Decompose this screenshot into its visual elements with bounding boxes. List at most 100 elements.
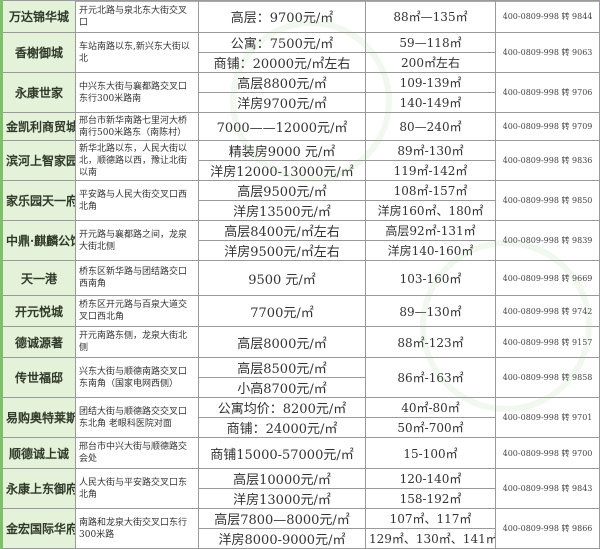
phone-number: 400-0809-998 转 9700 [495, 437, 600, 469]
project-address: 人民大街与平安路交叉口东北角 [75, 468, 199, 509]
phone-number: 400-0809-998 转 9839 [495, 220, 600, 261]
project-address: 团结大街与顺德路交交叉口东北角 老眼科医院对面 [75, 397, 199, 438]
area-range: 86㎡-163㎡ [365, 357, 496, 398]
area-range: 129㎡、130㎡、141㎡ [365, 528, 496, 549]
phone-number: 400-0809-998 转 9844 [495, 0, 600, 33]
phone-number: 400-0809-998 转 9850 [495, 180, 600, 221]
price: 高层7800—8000元/㎡ [198, 508, 366, 529]
price: 7700元/㎡ [198, 295, 366, 327]
price: 公寓均价：8200元/㎡ [198, 397, 366, 418]
area-range: 140-149㎡ [365, 92, 496, 113]
listing-row: 易购奥特莱斯 团结大街与顺德路交交叉口东北角 老眼科医院对面 公寓均价：8200元/… [0, 397, 600, 438]
area-range: 洋房160㎡、180㎡ [365, 200, 496, 221]
area-range: 119㎡-142㎡ [365, 160, 496, 181]
project-address: 桥东区开元路与百泉大道交叉口西北角 [75, 295, 199, 327]
area-range: 15-100㎡ [365, 437, 496, 469]
project-name: 永康世家 [0, 72, 76, 113]
project-name: 金宏国际华府 [0, 508, 76, 549]
listing-row: 滨河上智家园 新华北路以东，人民大街以北，顺德路以西，豫让北街以南 精装房9000 … [0, 140, 600, 181]
phone-number: 400-0809-998 转 9843 [495, 468, 600, 509]
price: 洋房8000-9000元/㎡ [198, 528, 366, 549]
project-name: 金凯利商贸城 [0, 112, 76, 141]
project-name: 滨河上智家园 [0, 140, 76, 181]
area-range: 80—240㎡ [365, 112, 496, 141]
price: 9500 元/㎡ [198, 260, 366, 296]
listing-row: 洋房9500元/㎡左右 洋房140-160㎡ [2, 240, 600, 261]
listing-row: 洋房13500元/㎡ 洋房160㎡、180㎡ [2, 200, 600, 221]
listing-row: 中鼎·麒麟公馆 开元路与襄都路之间，龙泉大街北侧 高层8400元/㎡左右 高层92㎡-… [0, 220, 600, 261]
price: 高层8400元/㎡左右 [198, 220, 366, 241]
phone-number: 400-0809-998 转 9709 [495, 112, 600, 141]
phone-number: 400-0809-998 转 9836 [495, 140, 600, 181]
area-range: 103-160㎡ [365, 260, 496, 296]
listing-row: 顺德诚上诚 邢台市中兴大街与顺德路交会处 商铺15000-57000元/㎡ 15-10… [0, 437, 600, 469]
price: 高层8500元/㎡ [198, 357, 366, 378]
price: 7000——12000元/㎡ [198, 112, 366, 141]
project-address: 邢台市中兴大街与顺德路交会处 [75, 437, 199, 469]
price: 公寓：7500元/㎡ [198, 32, 366, 53]
project-address: 平安路与人民大街交叉口西北角 [75, 180, 199, 221]
listing-row: 洋房9700元/㎡ 140-149㎡ [2, 92, 600, 113]
project-address: 邢台市新华南路七里河大桥南行500米路东（南陈村） [75, 112, 199, 141]
phone-number: 400-0809-998 转 9701 [495, 397, 600, 438]
area-range: 89㎡-130㎡ [365, 140, 496, 161]
price: 商铺：20000元/㎡左右 [198, 52, 366, 73]
price: 高层：9700元/㎡ [198, 0, 366, 33]
project-name: 顺德诚上诚 [0, 437, 76, 469]
project-address: 开元北路与泉北东大街交叉口 [75, 0, 199, 33]
listing-row: 天一港 桥东区新华路与团结路交口西南角 9500 元/㎡ 103-160㎡ 400-08… [0, 260, 600, 296]
area-range: 高层92㎡-131㎡ [365, 220, 496, 241]
project-name: 开元悦城 [0, 295, 76, 327]
project-address: 车站南路以东,新兴东大街以北 [75, 32, 199, 73]
listing-row: 传世福邸 兴东大街与顺德南路交叉口东南角（国家电网西侧） 高层8500元/㎡ 86㎡-… [0, 357, 600, 398]
listing-row: 香榭御城 车站南路以东,新兴东大街以北 公寓：7500元/㎡ 59—118㎡ 400-0… [0, 32, 600, 73]
project-address: 南路和龙泉大街交叉口东行300米路 [75, 508, 199, 549]
area-range: 59—118㎡ [365, 32, 496, 53]
area-range: 88㎡—135㎡ [365, 0, 496, 33]
area-range: 120-140㎡ [365, 468, 496, 489]
area-range: 200㎡左右 [365, 52, 496, 73]
phone-number: 400-0809-998 转 9669 [495, 260, 600, 296]
area-range: 108㎡-157㎡ [365, 180, 496, 201]
phone-number: 400-0809-998 转 9742 [495, 295, 600, 327]
project-name: 永康上东御府 [0, 468, 76, 509]
phone-number: 400-0809-998 转 9866 [495, 508, 600, 549]
price: 商铺：24000元/㎡ [198, 417, 366, 438]
area-range: 洋房140-160㎡ [365, 240, 496, 261]
project-address: 兴东大街与顺德南路交叉口东南角（国家电网西侧） [75, 357, 199, 398]
project-address: 开元路与襄都路之间，龙泉大街北侧 [75, 220, 199, 261]
phone-number: 400-0809-998 转 9858 [495, 357, 600, 398]
project-name: 中鼎·麒麟公馆 [0, 220, 76, 261]
phone-number: 400-0809-998 转 9157 [495, 326, 600, 358]
listing-row: 开元悦城 桥东区开元路与百泉大道交叉口西北角 7700元/㎡ 89—130㎡ 400-0… [0, 295, 600, 327]
listing-row: 万达锦华城 开元北路与泉北东大街交叉口 高层：9700元/㎡ 88㎡—135㎡ 400-… [0, 0, 600, 33]
price: 高层8000元/㎡ [198, 326, 366, 358]
price: 商铺15000-57000元/㎡ [198, 437, 366, 469]
project-name: 家乐园天一府 [0, 180, 76, 221]
area-range: 89—130㎡ [365, 295, 496, 327]
price: 高层8800元/㎡ [198, 72, 366, 93]
price: 洋房12000-13000元/㎡ [198, 160, 366, 181]
price: 洋房13000元/㎡ [198, 488, 366, 509]
area-range: 40㎡-80㎡ [365, 397, 496, 418]
area-range: 88㎡-123㎡ [365, 326, 496, 358]
area-range: 50㎡-700㎡ [365, 417, 496, 438]
price: 洋房9700元/㎡ [198, 92, 366, 113]
listing-row: 金凯利商贸城 邢台市新华南路七里河大桥南行500米路东（南陈村） 7000——120… [0, 112, 600, 141]
project-address: 桥东区新华路与团结路交口西南角 [75, 260, 199, 296]
phone-number: 400-0809-998 转 9706 [495, 72, 600, 113]
price: 洋房9500元/㎡左右 [198, 240, 366, 261]
project-name: 传世福邸 [0, 357, 76, 398]
listing-row: 金宏国际华府 南路和龙泉大街交叉口东行300米路 高层7800—8000元/㎡ 107… [0, 508, 600, 549]
project-address: 中兴东大街与襄都路交叉口东行300米路南 [75, 72, 199, 113]
project-name: 天一港 [0, 260, 76, 296]
price: 高层10000元/㎡ [198, 468, 366, 489]
price: 精装房9000 元/㎡ [198, 140, 366, 161]
listing-row: 商铺：24000元/㎡ 50㎡-700㎡ [2, 417, 600, 438]
phone-number: 400-0809-998 转 9063 [495, 32, 600, 73]
area-range: 107㎡、117㎡ [365, 508, 496, 529]
price: 小高8700元/㎡ [198, 377, 366, 398]
project-address: 开元南路东侧，龙泉大街北侧 [75, 326, 199, 358]
area-range: 109-139㎡ [365, 72, 496, 93]
